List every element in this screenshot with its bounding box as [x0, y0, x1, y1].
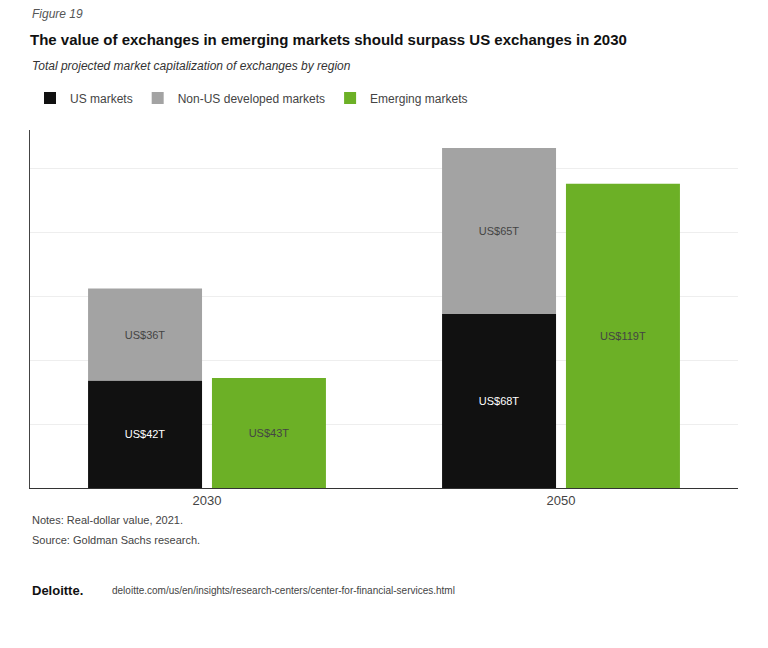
svg-text:2050: 2050: [547, 493, 576, 508]
svg-text:Emerging markets: Emerging markets: [370, 92, 467, 106]
svg-text:The value of exchanges in emer: The value of exchanges in emerging marke…: [30, 31, 627, 48]
svg-text:Figure 19: Figure 19: [32, 7, 83, 21]
svg-text:Notes: Real-dollar value, 2021: Notes: Real-dollar value, 2021.: [32, 514, 183, 526]
svg-text:US$68T: US$68T: [479, 395, 520, 407]
svg-text:US$42T: US$42T: [125, 428, 166, 440]
svg-text:US$65T: US$65T: [479, 225, 520, 237]
svg-text:US$119T: US$119T: [600, 330, 646, 342]
svg-text:deloitte.com/us/en/insights/re: deloitte.com/us/en/insights/research-cen…: [112, 585, 455, 596]
svg-text:Total projected market capital: Total projected market capitalization of…: [32, 59, 351, 73]
svg-text:US markets: US markets: [70, 92, 133, 106]
svg-text:US$43T: US$43T: [249, 427, 290, 439]
svg-text:Source: Goldman Sachs research: Source: Goldman Sachs research.: [32, 534, 200, 546]
svg-text:2030: 2030: [193, 493, 222, 508]
svg-text:Deloitte.: Deloitte.: [32, 583, 83, 598]
svg-text:US$36T: US$36T: [125, 329, 166, 341]
svg-text:Non-US developed markets: Non-US developed markets: [178, 92, 325, 106]
